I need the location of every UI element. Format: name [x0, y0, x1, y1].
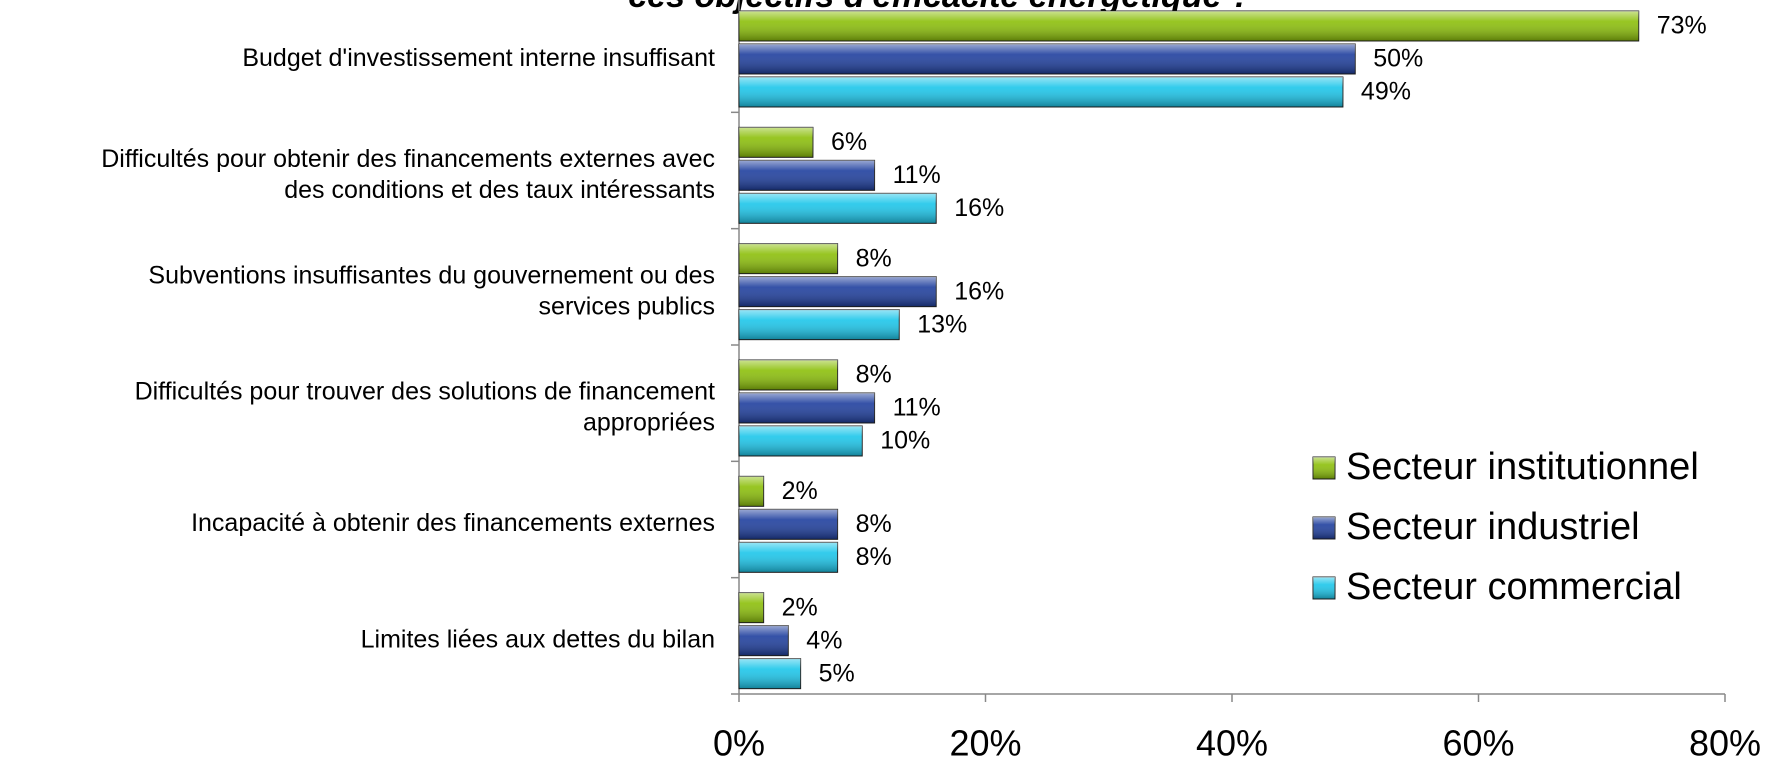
value-label: 16% [954, 194, 1004, 222]
value-label: 2% [782, 593, 818, 621]
bar-group [738, 159, 876, 191]
bar-group [738, 475, 765, 507]
bar-shade [739, 625, 789, 656]
category-label: Incapacité à obtenir des financements ex… [191, 509, 715, 537]
bar-group [738, 10, 1640, 42]
value-label: 16% [954, 277, 1004, 305]
value-label: 8% [856, 244, 892, 272]
bar-group [738, 76, 1344, 108]
bar-shade [739, 127, 813, 158]
bar-shade [739, 509, 838, 540]
bar-shade [739, 193, 937, 224]
value-label: 5% [819, 659, 855, 687]
value-label: 49% [1361, 78, 1411, 106]
value-label: 2% [782, 477, 818, 505]
bar-shade [739, 360, 838, 390]
legend-label: Secteur institutionnel [1346, 446, 1699, 488]
legend-swatch-shade [1313, 517, 1335, 539]
category-label: Difficultés pour trouver des solutions d… [135, 377, 715, 436]
legend-label: Secteur industriel [1346, 506, 1640, 548]
x-tick-label: 40% [1196, 723, 1268, 760]
bar-group [738, 425, 863, 457]
bar-shade [739, 658, 801, 689]
bar-shade [739, 276, 937, 307]
bar-group [738, 309, 900, 341]
bar-shade [739, 309, 900, 340]
value-label: 73% [1657, 12, 1707, 40]
bar-shade [739, 476, 764, 507]
bar-group [738, 359, 839, 391]
bar-shade [739, 11, 1639, 41]
x-tick-label: 80% [1689, 723, 1761, 760]
category-label: Subventions insuffisantes du gouvernemen… [148, 261, 715, 320]
bar-group [738, 508, 839, 540]
value-label: 50% [1373, 45, 1423, 73]
bar-shade [739, 393, 875, 423]
bar-group [738, 541, 839, 573]
category-label: Difficultés pour obtenir des financement… [101, 145, 715, 204]
bar-shade [739, 542, 838, 573]
bar-shade [739, 243, 838, 274]
x-tick-label: 0% [713, 723, 765, 760]
bar-group [738, 658, 802, 690]
bar-shade [739, 426, 863, 456]
value-label: 13% [917, 310, 967, 338]
value-label: 11% [893, 161, 941, 189]
bar-group [738, 126, 814, 158]
legend-label: Secteur commercial [1346, 566, 1682, 608]
category-label: Limites liées aux dettes du bilan [361, 625, 715, 653]
bar-group [738, 392, 876, 424]
value-label: 6% [831, 128, 867, 156]
value-label: 8% [856, 543, 892, 571]
bar-shade [739, 160, 875, 191]
legend-swatch-shade [1313, 457, 1335, 479]
category-label: Budget d'investissement interne insuffis… [242, 44, 715, 72]
bar-group [738, 592, 765, 624]
value-label: 11% [893, 394, 941, 422]
bar-shade [739, 44, 1356, 74]
bar-group [738, 43, 1356, 75]
bar-group [738, 243, 839, 275]
value-label: 8% [856, 510, 892, 538]
value-label: 4% [806, 626, 842, 654]
x-tick-label: 60% [1442, 723, 1514, 760]
x-tick-label: 20% [949, 723, 1021, 760]
legend-swatch-shade [1313, 577, 1335, 599]
value-label: 10% [880, 427, 930, 455]
bar-group [738, 625, 789, 657]
bar-shade [739, 77, 1343, 107]
bar-shade [739, 592, 764, 623]
bar-group [738, 192, 937, 224]
bar-group [738, 276, 937, 308]
value-label: 8% [856, 361, 892, 389]
